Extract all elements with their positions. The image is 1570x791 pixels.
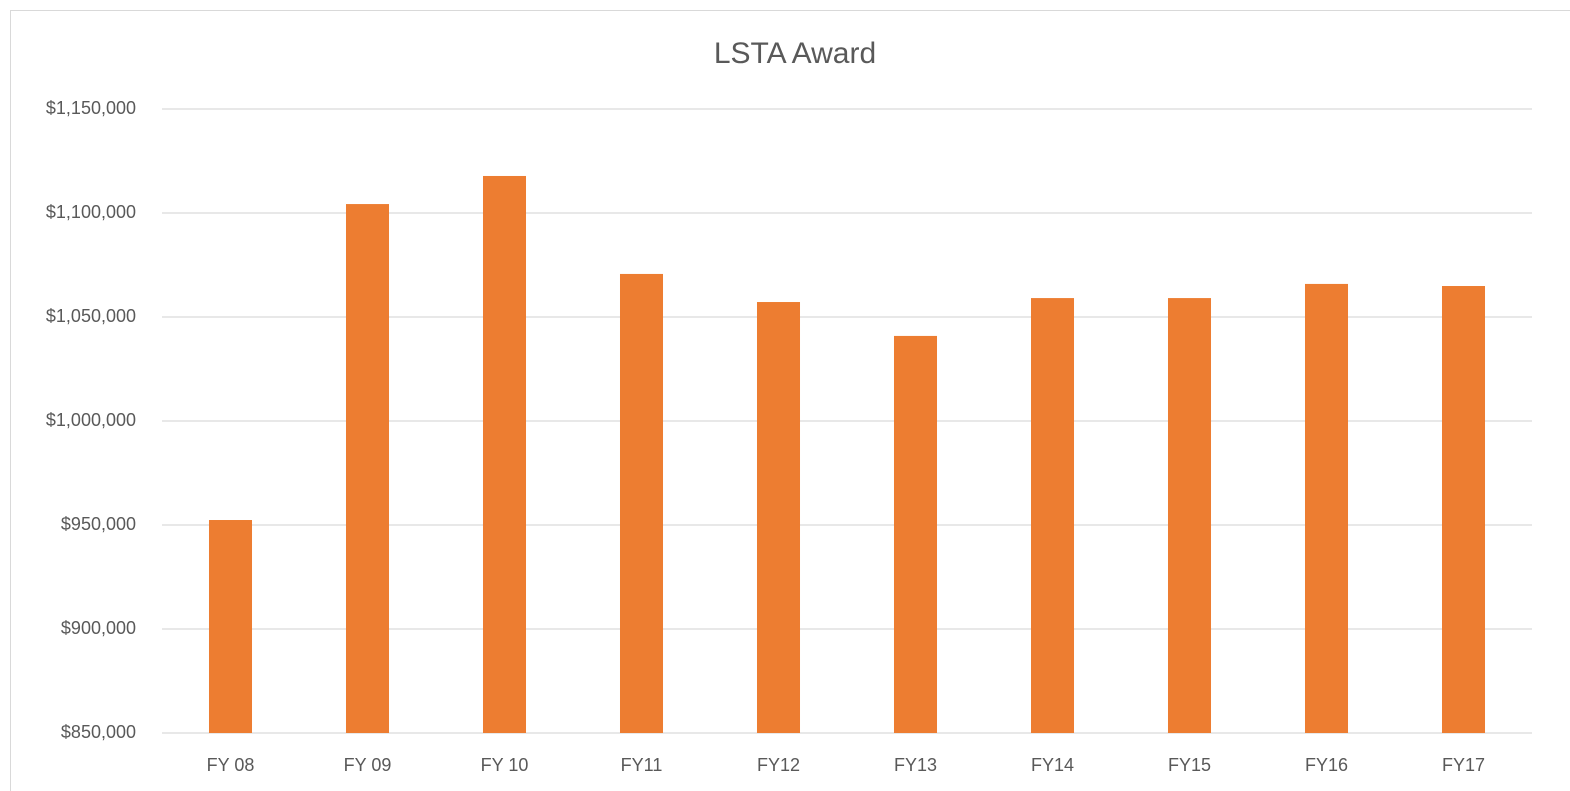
- y-tick-label: $850,000: [61, 722, 136, 742]
- bar: [345, 204, 390, 733]
- y-tick-label: $1,050,000: [46, 306, 136, 326]
- bar: [619, 273, 664, 733]
- y-tick-label: $1,100,000: [46, 202, 136, 222]
- y-tick-label: $950,000: [61, 514, 136, 534]
- y-tick-label: $1,000,000: [46, 410, 136, 430]
- x-tick-label: FY 08: [207, 755, 255, 775]
- bar: [1167, 298, 1212, 733]
- bar: [1030, 298, 1075, 733]
- x-tick-label: FY 09: [344, 755, 392, 775]
- bar: [208, 520, 253, 733]
- bar: [482, 175, 527, 733]
- x-tick-label: FY12: [757, 755, 800, 775]
- x-tick-label: FY17: [1442, 755, 1485, 775]
- x-tick-label: FY 10: [481, 755, 529, 775]
- x-tick-label: FY16: [1305, 755, 1348, 775]
- x-tick-label: FY13: [894, 755, 937, 775]
- bar: [893, 335, 938, 733]
- x-tick-label: FY15: [1168, 755, 1211, 775]
- y-tick-label: $900,000: [61, 618, 136, 638]
- y-tick-label: $1,150,000: [46, 98, 136, 118]
- chart-title: LSTA Award: [714, 37, 876, 70]
- bar: [1304, 283, 1349, 733]
- bar: [756, 302, 801, 733]
- x-tick-label: FY11: [621, 755, 663, 775]
- x-tick-label: FY14: [1031, 755, 1074, 775]
- bar: [1441, 286, 1486, 733]
